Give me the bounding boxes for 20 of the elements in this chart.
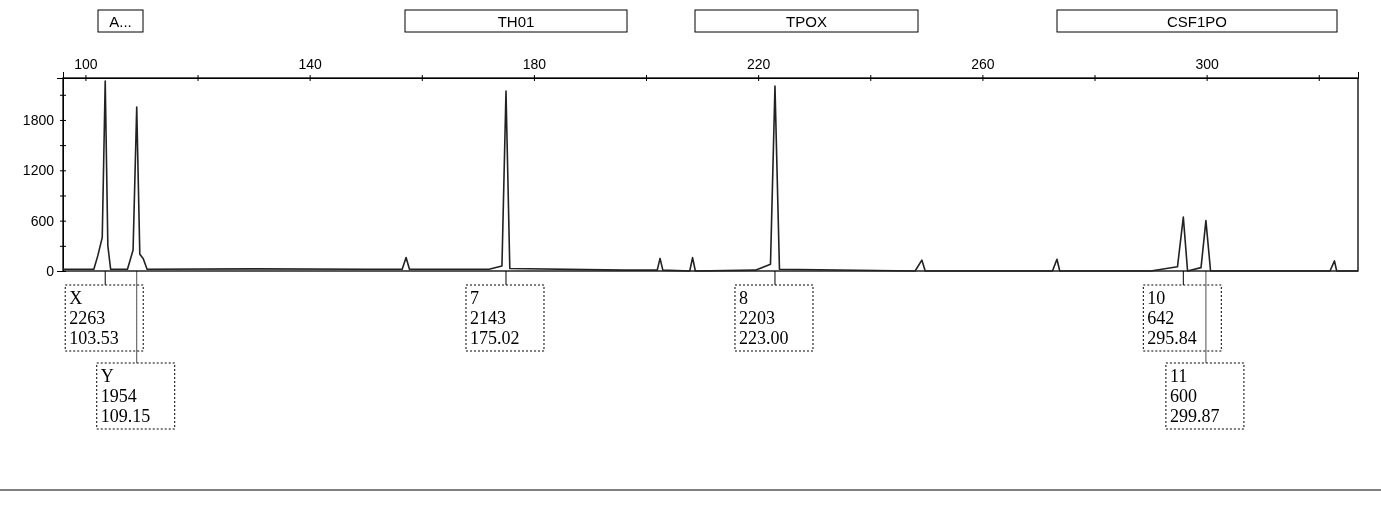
- x-tick-label: 100: [74, 56, 98, 72]
- y-tick-label: 600: [30, 212, 55, 229]
- text: TH01: [497, 13, 535, 30]
- text: 11 600 299.87: [1169, 366, 1220, 426]
- text: A...: [109, 13, 132, 30]
- text: X 2263 103.53: [69, 288, 119, 348]
- x-tick-label: 260: [971, 56, 995, 72]
- x-tick-label: 180: [522, 56, 547, 72]
- y-tick-label: 1800: [22, 111, 55, 128]
- text: Y 1954 109.15: [100, 366, 151, 426]
- x-tick-label: 300: [1195, 56, 1220, 72]
- text: CSF1PO: [1166, 13, 1228, 30]
- y-tick-label: 1200: [22, 162, 55, 179]
- text: 8 2203 223.00: [738, 288, 789, 348]
- text: 10 642 295.84: [1147, 288, 1197, 348]
- text: TPOX: [786, 13, 827, 30]
- y-tick-label: 0: [46, 262, 55, 279]
- x-tick-label: 220: [746, 56, 771, 72]
- x-tick-label: 140: [298, 56, 323, 72]
- text: 7 2143 175.02: [469, 288, 520, 348]
